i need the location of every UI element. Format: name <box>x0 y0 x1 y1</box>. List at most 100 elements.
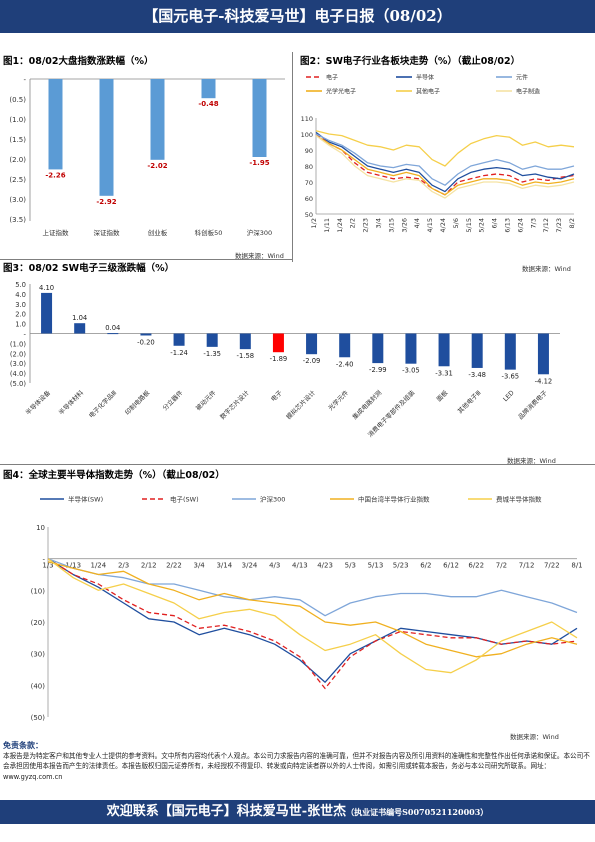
chart1-category-label: 深证指数 <box>94 228 121 237</box>
chart3-tick-label: (2.0) <box>10 350 26 358</box>
chart2-x-tick-label: 3/26 <box>400 218 408 233</box>
chart1-tick-label: (2.5) <box>9 176 26 184</box>
chart4-x-tick-label: 7/22 <box>544 562 560 570</box>
chart4-x-tick-label: 7/2 <box>496 562 507 570</box>
chart3-bar <box>74 323 86 334</box>
chart1-category-label: 沪深300 <box>247 228 272 237</box>
chart3-bar <box>206 333 218 347</box>
chart4-x-tick-label: 1/24 <box>91 562 107 570</box>
chart2-x-tick-label: 2/2 <box>349 218 357 228</box>
chart3-data-label: 1.04 <box>72 314 87 322</box>
chart3-title: 图3：08/02 SW电子三级涨跌幅（%） <box>3 263 175 274</box>
chart3-bar <box>107 333 119 335</box>
chart3-bar <box>471 333 483 368</box>
chart4-x-tick-label: 4/3 <box>269 562 280 570</box>
chart4-x-tick-label: 7/12 <box>519 562 535 570</box>
chart3-data-label: -1.58 <box>237 352 255 360</box>
chart3-data-label: -2.99 <box>369 366 387 374</box>
chart3-bar <box>41 292 53 334</box>
chart3-tick-label: 4.0 <box>15 291 26 299</box>
chart2-legend-label: 其他电子 <box>416 88 440 96</box>
chart4-x-tick-label: 2/12 <box>141 562 157 570</box>
chart2-x-tick-label: 2/23 <box>362 218 370 233</box>
chart3-bar <box>306 333 318 355</box>
footer-contact: 欢迎联系【国元电子】科技爱马世-张世杰 <box>106 804 347 819</box>
chart2-tick-label: 90 <box>305 147 313 155</box>
chart2-x-tick-label: 4/4 <box>413 218 421 228</box>
chart1-bar <box>99 79 114 196</box>
chart2-legend-label: 元件 <box>516 74 528 82</box>
chart3-data-label: -1.35 <box>203 350 221 358</box>
chart2-x-tick-label: 5/6 <box>452 218 460 228</box>
chart2-x-tick-label: 4/24 <box>439 218 447 233</box>
chart4-x-tick-label: 3/14 <box>216 562 232 570</box>
chart2-legend-label: 半导体 <box>416 74 434 82</box>
chart4-legend-label: 费城半导体指数 <box>496 495 542 504</box>
chart3-category-label: 品牌消费电子 <box>516 388 549 421</box>
chart3-category-label: 模拟芯片设计 <box>284 388 318 422</box>
chart4-x-tick-label: 4/23 <box>317 562 333 570</box>
chart3-category-label: 印制电路板 <box>123 388 152 417</box>
chart3-category-label: 面板 <box>434 388 450 404</box>
chart1-tick-label: (3.0) <box>9 196 26 204</box>
chart3-category-label: 分立器件 <box>160 388 184 412</box>
chart3-category-label: 电子 <box>269 388 284 403</box>
chart1-tick-label: (2.0) <box>9 156 26 164</box>
chart2-x-tick-label: 7/12 <box>542 218 550 233</box>
chart4-x-tick-label: 5/23 <box>393 562 409 570</box>
chart4-x-tick-label: 2/22 <box>166 562 182 570</box>
chart2-x-tick-label: 7/23 <box>555 218 563 233</box>
disclaimer-title: 免责条款： <box>3 741 43 750</box>
chart3-data-label: 0.04 <box>105 324 120 332</box>
chart4-tick-label: (50) <box>31 714 46 722</box>
chart4-line-chart: 半导体(SW) 电子(SW) 沪深300 中国台湾半导体行业指数 费城半导体指数 10 - (… <box>31 495 583 723</box>
chart4-series-line <box>47 558 578 683</box>
chart3-bar <box>405 333 417 364</box>
chart2-x-tick-label: 6/4 <box>491 218 499 228</box>
chart3-category-label: 其他电子Ⅲ <box>455 388 482 415</box>
chart2-series-line <box>315 131 575 193</box>
chart1-bar <box>201 79 216 99</box>
column-divider <box>292 52 293 262</box>
chart1-title: 图1：08/02大盘指数涨跌幅（%） <box>3 56 154 67</box>
chart1-tick-label: - <box>23 76 26 84</box>
chart3-data-label: -3.31 <box>435 369 453 377</box>
chart4-legend-label: 沪深300 <box>260 495 285 504</box>
chart3-data-label: -2.40 <box>336 360 354 368</box>
chart2-x-tick-label: 7/3 <box>529 218 537 228</box>
chart2-series-line <box>315 135 575 199</box>
chart4-legend-label: 半导体(SW) <box>68 495 103 504</box>
chart3-tick-label: 3.0 <box>15 301 26 309</box>
chart3-bar <box>173 333 185 346</box>
chart2-x-tick-label: 3/15 <box>387 218 395 233</box>
chart3-category-label: 半导体设备 <box>23 388 52 417</box>
chart4-x-tick-label: 8/1 <box>571 562 582 570</box>
chart4-tick-label: (10) <box>31 587 46 595</box>
chart2-series-line <box>315 135 575 196</box>
chart4-x-tick-label: 4/13 <box>292 562 308 570</box>
chart2-source: 数据来源：Wind <box>522 265 571 273</box>
chart3-data-label: -1.89 <box>270 355 288 363</box>
chart1-data-label: -2.02 <box>147 162 167 170</box>
chart3-data-label: -3.05 <box>402 367 420 375</box>
chart2-tick-label: 50 <box>305 211 313 219</box>
chart4-series-line <box>47 561 578 658</box>
chart1-bar <box>150 79 165 160</box>
chart4-tick-label: (30) <box>31 651 46 659</box>
chart1-category-label: 上证指数 <box>43 228 70 237</box>
chart2-tick-label: 100 <box>301 131 313 139</box>
chart3-category-label: 被动元件 <box>193 388 217 412</box>
chart1-bar <box>252 79 267 157</box>
chart4-x-tick-label: 5/3 <box>345 562 356 570</box>
chart3-bar <box>537 333 549 375</box>
report-header: 【国元电子-科技爱马世】电子日报（08/02） <box>0 0 595 33</box>
chart3-source: 数据来源：Wind <box>507 457 556 465</box>
chart3-tick-label: 5.0 <box>15 281 26 289</box>
chart4-tick-label: (20) <box>31 619 46 627</box>
chart3-tick-label: - <box>24 331 27 339</box>
chart4-x-tick-label: 3/4 <box>194 562 206 570</box>
chart4-tick-label: (40) <box>31 682 46 690</box>
chart4-source: 数据来源：Wind <box>510 733 559 741</box>
chart2-x-tick-label: 3/4 <box>375 218 383 228</box>
